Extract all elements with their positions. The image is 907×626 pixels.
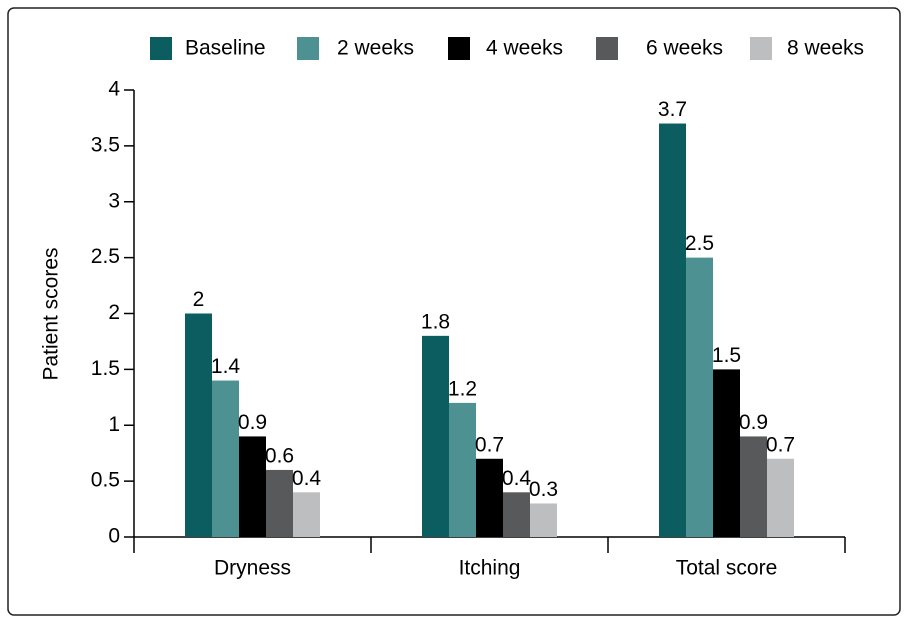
- y-tick-label: 0: [108, 525, 120, 548]
- y-axis-title: Patient scores: [40, 247, 63, 380]
- data-label: 0.4: [292, 467, 322, 490]
- legend-label: 4 weeks: [486, 37, 563, 60]
- y-tick-label: 3.5: [91, 133, 120, 156]
- bar: [185, 313, 212, 537]
- bar: [266, 469, 293, 537]
- legend-swatch: [150, 37, 172, 60]
- data-label: 1.2: [448, 377, 477, 400]
- legend-swatch: [448, 37, 470, 60]
- data-label: 0.7: [475, 433, 504, 456]
- y-tick-label: 3: [108, 189, 120, 212]
- bar: [713, 369, 740, 537]
- x-tick-label: Total score: [676, 557, 778, 580]
- data-label: 0.3: [529, 478, 558, 501]
- data-label: 3.7: [658, 98, 687, 121]
- data-label: 0.4: [502, 467, 532, 490]
- bar: [530, 503, 557, 537]
- bar: [449, 402, 476, 537]
- data-label: 1.5: [712, 344, 741, 367]
- y-tick-label: 0.5: [91, 469, 120, 492]
- bar: [476, 458, 503, 537]
- legend-label: 6 weeks: [646, 37, 723, 60]
- x-tick-label: Itching: [459, 557, 521, 580]
- data-label: 2.5: [685, 232, 714, 255]
- bar: [293, 492, 320, 537]
- legend-label: 2 weeks: [337, 37, 414, 60]
- bar: [422, 335, 449, 537]
- data-label: 2: [193, 288, 205, 311]
- data-label: 0.7: [766, 433, 795, 456]
- y-tick-label: 4: [108, 78, 120, 101]
- legend-swatch: [750, 37, 772, 60]
- y-tick-label: 2.5: [91, 245, 120, 268]
- x-tick-label: Dryness: [214, 557, 291, 580]
- bar: [686, 257, 713, 537]
- data-label: 0.9: [238, 411, 267, 434]
- data-label: 0.6: [265, 444, 294, 467]
- bar: [503, 492, 530, 537]
- chart-frame: [7, 7, 901, 616]
- bar: [212, 380, 239, 537]
- bar: [659, 123, 686, 538]
- data-label: 0.9: [739, 411, 768, 434]
- legend-label: Baseline: [185, 37, 266, 60]
- data-label: 1.4: [211, 355, 241, 378]
- legend-swatch: [596, 37, 618, 60]
- bar: [740, 436, 767, 537]
- bar: [767, 458, 794, 537]
- y-tick-label: 1: [108, 413, 120, 436]
- legend-swatch: [297, 37, 319, 60]
- legend-label: 8 weeks: [787, 37, 864, 60]
- y-tick-label: 1.5: [91, 357, 120, 380]
- data-label: 1.8: [421, 310, 450, 333]
- bar: [239, 436, 266, 537]
- y-tick-label: 2: [108, 301, 120, 324]
